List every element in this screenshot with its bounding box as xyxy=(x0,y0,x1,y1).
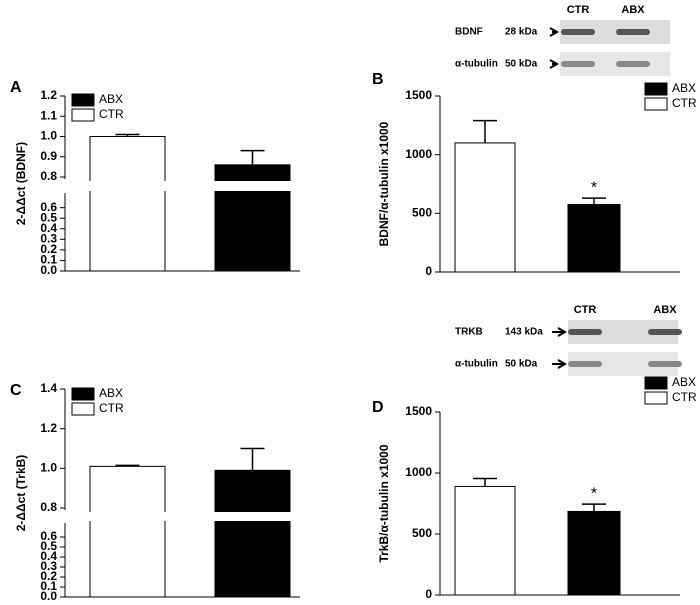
y-tick-label: 1.0 xyxy=(40,461,57,475)
lane-label: CTR xyxy=(567,4,590,16)
significance: * xyxy=(591,485,597,502)
error-bar xyxy=(582,197,606,205)
y-tick-label: 1000 xyxy=(405,465,432,479)
size-label: 28 kDa xyxy=(505,27,538,38)
blot-band xyxy=(648,361,682,367)
y-tick-label: 0.8 xyxy=(40,500,57,514)
blot-band xyxy=(561,29,595,35)
arrow xyxy=(549,27,560,37)
legend-swatch xyxy=(644,82,668,96)
y-tick-label: 1500 xyxy=(405,404,432,418)
lane-label: ABX xyxy=(621,4,645,16)
y-tick-label: 1.2 xyxy=(40,88,57,102)
size-label: 50 kDa xyxy=(505,59,538,70)
y-tick-label: 0.4 xyxy=(40,549,57,563)
protein-label: TRKB xyxy=(455,327,483,338)
lane-label: ABX xyxy=(653,304,677,316)
protein-label: α-tubulin xyxy=(455,359,498,370)
lane-label: CTR xyxy=(574,304,597,316)
legend-label: ABX xyxy=(672,375,696,389)
axis-break xyxy=(57,181,292,191)
significance: * xyxy=(591,179,597,196)
bar xyxy=(89,136,166,272)
error-bar xyxy=(240,149,265,165)
bar xyxy=(89,465,166,598)
y-tick-label: 0.9 xyxy=(40,149,57,163)
y-tick-label: 1.2 xyxy=(40,421,57,435)
y-tick-label: 0.6 xyxy=(40,529,57,543)
size-label: 143 kDa xyxy=(505,327,543,338)
bar xyxy=(567,204,621,273)
legend-swatch xyxy=(644,97,668,111)
legend-swatch xyxy=(644,376,668,390)
y-tick-label: 0.3 xyxy=(40,232,57,246)
blot-band xyxy=(648,329,682,335)
y-tick-label: 1500 xyxy=(405,88,432,102)
y-tick-label: 500 xyxy=(412,206,432,220)
blot-band xyxy=(616,61,650,67)
legend-label: CTR xyxy=(99,107,124,121)
y-tick-label: 0.2 xyxy=(40,569,57,583)
arrow xyxy=(552,327,568,337)
y-axis-label: 2-ΔΔct (BDNF) xyxy=(14,142,28,225)
axis-break xyxy=(57,512,292,521)
y-axis-label: BDNF/α-tubulin x1000 xyxy=(377,121,391,246)
error-bar xyxy=(240,447,265,471)
y-tick-label: 0.5 xyxy=(40,210,57,224)
legend-swatch xyxy=(644,391,668,405)
bar xyxy=(567,510,621,596)
error-bar xyxy=(115,133,140,137)
blot-band xyxy=(568,361,602,367)
y-tick-label: 0.6 xyxy=(40,200,57,214)
y-tick-label: 0.4 xyxy=(40,221,57,235)
y-tick-label: 1000 xyxy=(405,147,432,161)
blot-band xyxy=(568,329,602,335)
panel-letter: D xyxy=(372,399,384,416)
bar xyxy=(454,142,516,273)
arrow xyxy=(549,59,560,69)
y-tick-label: 0.0 xyxy=(40,263,57,277)
blot-band xyxy=(561,61,595,67)
legend-label: ABX xyxy=(99,92,123,106)
blot-band xyxy=(616,29,650,35)
legend-swatch xyxy=(71,387,95,401)
panel-letter: A xyxy=(10,79,22,96)
y-axis-label: 2-ΔΔct (TrkB) xyxy=(14,455,28,532)
bar xyxy=(454,485,516,596)
arrow xyxy=(552,359,568,369)
legend-swatch xyxy=(71,93,95,107)
y-tick-label: 1.4 xyxy=(40,381,57,395)
y-axis-label: TrkB/α-tubulin x1000 xyxy=(377,444,391,562)
y-tick-label: 0 xyxy=(425,587,432,600)
legend-label: CTR xyxy=(672,390,697,404)
error-bar xyxy=(582,503,606,512)
error-bar xyxy=(115,464,140,467)
y-tick-label: 0 xyxy=(425,264,432,278)
legend-swatch xyxy=(71,402,95,416)
protein-label: α-tubulin xyxy=(455,59,498,70)
size-label: 50 kDa xyxy=(505,359,538,370)
error-bar xyxy=(473,477,497,487)
y-tick-label: 1.1 xyxy=(40,108,57,122)
y-tick-label: 0.1 xyxy=(40,253,57,267)
y-tick-label: 0.2 xyxy=(40,242,57,256)
y-tick-label: 0.1 xyxy=(40,579,57,593)
error-bar xyxy=(473,119,497,143)
y-tick-label: 0.3 xyxy=(40,559,57,573)
panel-letter: B xyxy=(372,71,384,88)
y-tick-label: 0.8 xyxy=(40,169,57,183)
legend-label: ABX xyxy=(672,81,696,95)
panel-letter: C xyxy=(10,382,22,399)
legend-swatch xyxy=(71,108,95,122)
legend-label: ABX xyxy=(99,386,123,400)
y-tick-label: 0.5 xyxy=(40,539,57,553)
bar xyxy=(214,164,291,272)
protein-label: BDNF xyxy=(455,27,483,38)
legend-label: CTR xyxy=(672,96,697,110)
legend-label: CTR xyxy=(99,401,124,415)
y-tick-label: 1.0 xyxy=(40,129,57,143)
bar xyxy=(214,469,291,598)
y-tick-label: 500 xyxy=(412,526,432,540)
